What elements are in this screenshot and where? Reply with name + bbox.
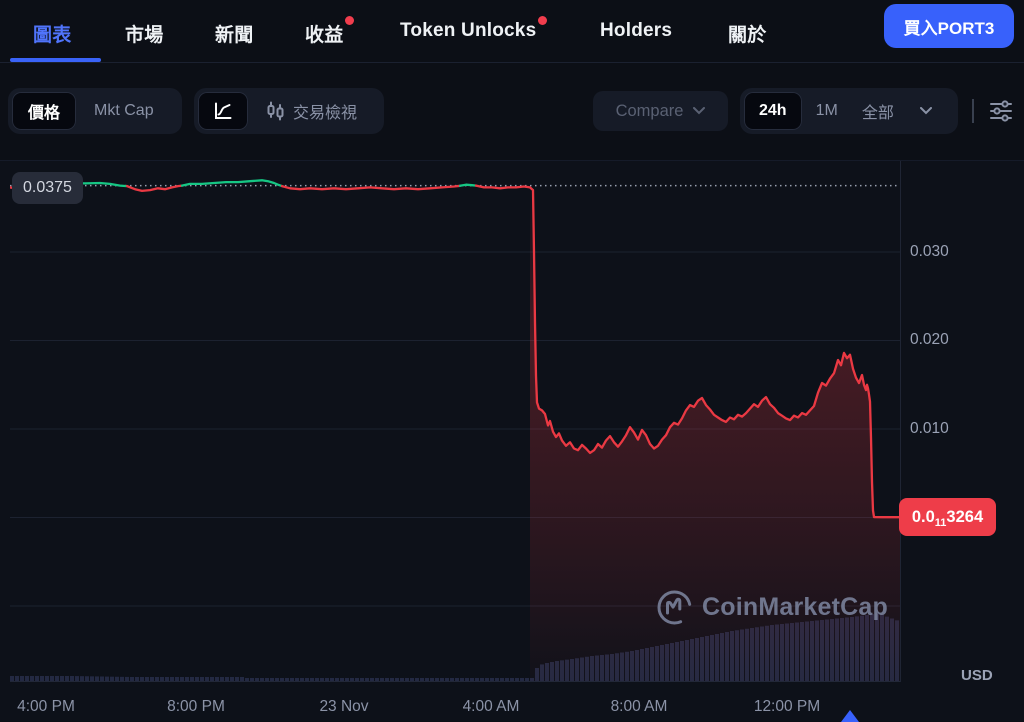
compare-label: Compare: [615, 101, 684, 120]
x-axis-label: 8:00 AM: [610, 698, 668, 715]
mktcap-toggle-button[interactable]: Mkt Cap: [94, 102, 154, 119]
tab-about[interactable]: 關於: [728, 25, 767, 46]
x-axis-label: 12:00 PM: [753, 698, 821, 715]
compare-button[interactable]: Compare: [593, 91, 728, 131]
tab-markets[interactable]: 市場: [125, 25, 164, 46]
y-axis-line: [900, 161, 901, 682]
x-axis-label: 4:00 AM: [462, 698, 520, 715]
line-chart-button[interactable]: [198, 92, 248, 130]
top-nav: 圖表 市場 新聞 收益 Token Unlocks Holders 關於 買入P…: [0, 0, 1024, 63]
chevron-down-icon: [693, 107, 706, 115]
x-axis-label: 8:00 PM: [167, 698, 225, 715]
tab-news[interactable]: 新聞: [215, 25, 254, 46]
tab-charts[interactable]: 圖表: [33, 25, 72, 46]
tab-token-unlocks[interactable]: Token Unlocks: [400, 16, 548, 42]
tab-holders[interactable]: Holders: [600, 20, 673, 41]
tab-yield[interactable]: 收益: [305, 16, 355, 47]
trading-view-label: 交易檢視: [293, 105, 358, 122]
range-1m-button[interactable]: 1M: [815, 102, 838, 119]
chart-settings-icon[interactable]: [988, 99, 1014, 123]
y-axis-tick: 0.020: [910, 331, 949, 348]
line-chart-icon: [215, 102, 232, 119]
price-toggle-button[interactable]: 價格: [12, 92, 77, 130]
range-all-button[interactable]: 全部: [861, 105, 894, 122]
range-more-chevron-icon[interactable]: [919, 107, 932, 115]
baseline-price-label: 0.0375: [12, 172, 83, 204]
price-mktcap-toggle: 價格 Mkt Cap: [8, 88, 182, 134]
notification-dot: [345, 16, 355, 25]
x-axis-label: 4:00 PM: [17, 698, 75, 715]
currency-label: USD: [961, 667, 993, 684]
scroll-to-now-marker[interactable]: [841, 710, 859, 722]
x-axis-label: 23 Nov: [319, 698, 369, 715]
buy-port3-button[interactable]: 買入PORT3: [884, 4, 1014, 48]
y-axis-tick: 0.010: [910, 420, 949, 437]
chart-type-toggle: 交易檢視: [194, 88, 384, 134]
toolbar-divider: [972, 99, 974, 123]
trading-view-button[interactable]: 交易檢視: [250, 92, 373, 130]
time-range-selector: 24h 1M 全部: [740, 88, 958, 134]
range-24h-button[interactable]: 24h: [744, 92, 802, 130]
notification-dot: [538, 16, 548, 25]
current-price-tag: 0.0 11 3264: [899, 498, 996, 536]
y-axis-tick: 0.030: [910, 243, 949, 260]
price-chart[interactable]: [10, 161, 900, 682]
candlestick-icon: [267, 101, 284, 121]
active-tab-underline: [10, 58, 101, 62]
chart-area: 0.030 0.020 0.010 0.0375 0.0 11 3264 CoinM…: [0, 160, 1024, 722]
